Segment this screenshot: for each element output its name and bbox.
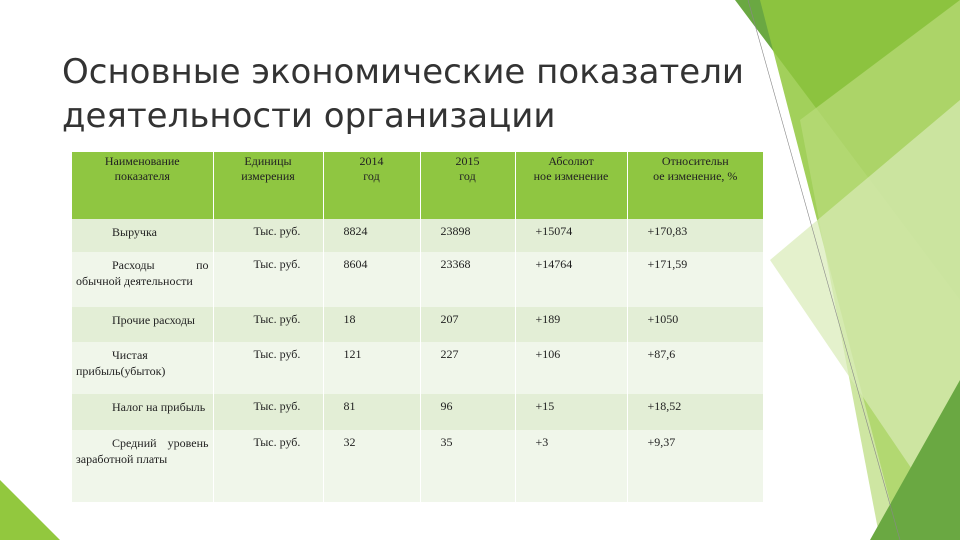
cell: +18,52 [626, 394, 763, 430]
triangle [870, 380, 960, 540]
cell: Налог на прибыль [72, 394, 213, 430]
cell: Тыс. руб. [212, 342, 323, 394]
row: Средний уровень заработной платы Тыс. руб… [72, 430, 763, 502]
row: Выручка Тыс. руб. 8824 23898 +15074 +170,83 [72, 219, 763, 252]
cell: 81 [322, 394, 420, 430]
table: Наименование показателя Единицы измерения… [72, 152, 763, 502]
cell: 23368 [419, 252, 515, 307]
title: Основные экономические показатели деятел… [62, 52, 745, 136]
triangle [770, 100, 960, 540]
cell: 227 [419, 342, 515, 394]
cell: Прочие расходы [72, 307, 213, 342]
cell: 96 [419, 394, 515, 430]
cell: 35 [419, 430, 515, 502]
cell: +15074 [514, 219, 627, 252]
cell: 18 [322, 307, 420, 342]
cell: Чистая прибыль(убыток) [72, 342, 213, 394]
cell: Выручка [72, 219, 213, 252]
cell: 32 [322, 430, 420, 502]
cell: Тыс. руб. [212, 307, 323, 342]
cell: 23898 [419, 219, 515, 252]
cell: Расходы по обычной деятельности [72, 252, 213, 307]
cell: 8604 [322, 252, 420, 307]
cell: +171,59 [626, 252, 763, 307]
header-cell: 2014 год [322, 152, 420, 219]
header-cell: Наименование показателя [72, 152, 213, 219]
header-cell: Относительн ое изменение, % [626, 152, 763, 219]
cell: +1050 [626, 307, 763, 342]
triangle [0, 480, 60, 540]
header-cell: Абсолют ное изменение [514, 152, 627, 219]
cell: +14764 [514, 252, 627, 307]
row: Прочие расходы Тыс. руб. 18 207 +189 +1050 [72, 307, 763, 342]
header-cell: Единицы измерения [212, 152, 323, 219]
row: Налог на прибыль Тыс. руб. 81 96 +15 +18,52 [72, 394, 763, 430]
cell: 8824 [322, 219, 420, 252]
cell: 121 [322, 342, 420, 394]
cell: +189 [514, 307, 627, 342]
cell: 207 [419, 307, 515, 342]
line [747, 0, 901, 540]
cell: +9,37 [626, 430, 763, 502]
cell: +106 [514, 342, 627, 394]
cell: Тыс. руб. [212, 219, 323, 252]
header-cell: 2015 год [419, 152, 515, 219]
cell: Тыс. руб. [212, 394, 323, 430]
cell: +3 [514, 430, 627, 502]
cell: +87,6 [626, 342, 763, 394]
cell: Тыс. руб. [212, 430, 323, 502]
row: Расходы по обычной деятельности Тыс. руб.… [72, 252, 763, 307]
row: Чистая прибыль(убыток) Тыс. руб. 121 227 +10… [72, 342, 763, 394]
cell: Тыс. руб. [212, 252, 323, 307]
cell: Средний уровень заработной платы [72, 430, 213, 502]
header-row: Наименование показателя Единицы измерения… [72, 152, 763, 219]
cell: +15 [514, 394, 627, 430]
cell: +170,83 [626, 219, 763, 252]
